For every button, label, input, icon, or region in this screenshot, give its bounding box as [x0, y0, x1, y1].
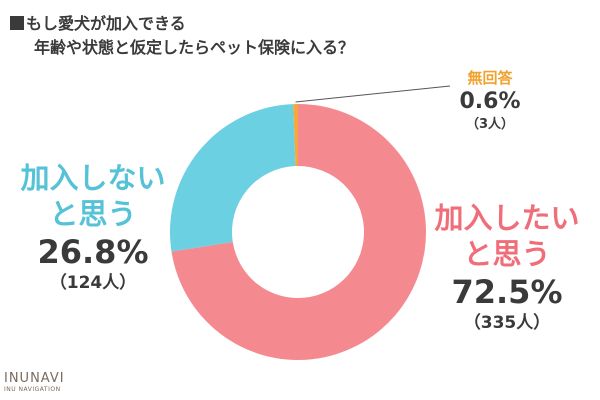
- label-no-name-line1: 加入しない: [20, 161, 166, 195]
- title-marker-icon: [10, 16, 24, 30]
- label-yes-name-line1: 加入したい: [434, 201, 580, 235]
- label-na-count: （3人）: [465, 117, 515, 132]
- label-yes: 加入したい と思う 72.5% （335人）: [414, 200, 600, 334]
- label-na-percent: 0.6%: [459, 89, 521, 114]
- label-yes-percent: 72.5%: [451, 273, 563, 311]
- title-line-2: 年齢や状態と仮定したらペット保険に入る？: [34, 38, 355, 57]
- label-na-name: 無回答: [467, 69, 513, 87]
- label-yes-count: （335人）: [463, 313, 551, 333]
- label-no: 加入しない と思う 26.8% （124人）: [0, 160, 186, 294]
- label-yes-name-line2: と思う: [463, 237, 551, 271]
- label-no-answer: 無回答 0.6% （3人）: [440, 68, 540, 134]
- slice-no-answer: [293, 104, 298, 167]
- na-leader-line: [295, 85, 451, 103]
- logo-sub-text: INU NAVIGATION: [4, 386, 61, 393]
- slice-no: [170, 104, 296, 252]
- title-line-1: もし愛犬が加入できる: [26, 14, 186, 33]
- logo-main-text: INUNAVI: [4, 371, 65, 386]
- label-no-count: （124人）: [49, 273, 137, 293]
- label-no-name-line2: と思う: [49, 197, 137, 231]
- label-no-percent: 26.8%: [37, 233, 149, 271]
- donut-slices: [170, 104, 427, 360]
- inunavi-logo: INUNAVI INU NAVIGATION: [4, 372, 65, 394]
- slice-yes: [171, 104, 427, 360]
- chart-title: もし愛犬が加入できる 年齢や状態と仮定したらペット保険に入る？: [10, 12, 354, 60]
